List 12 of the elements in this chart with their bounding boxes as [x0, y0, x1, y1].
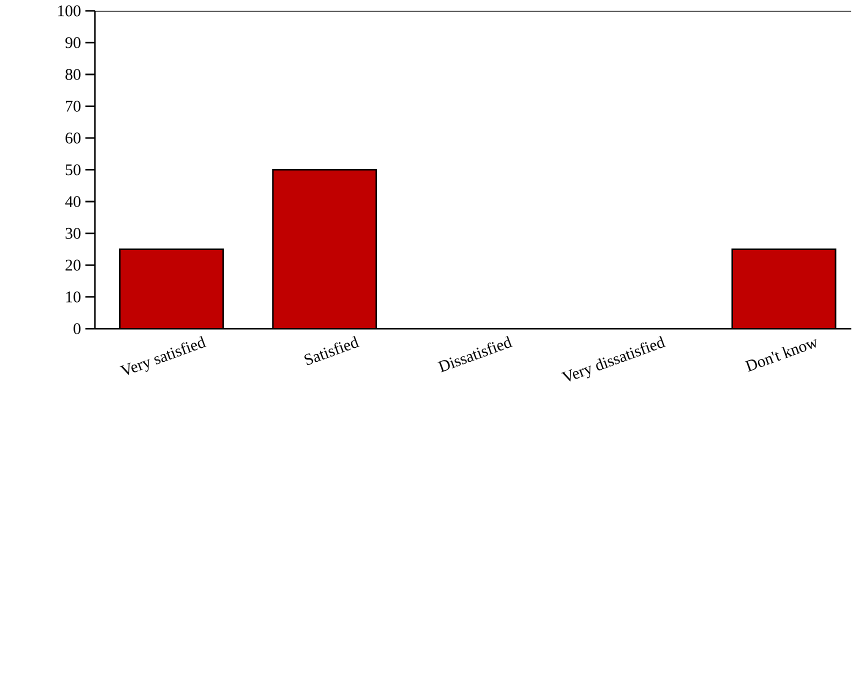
- y-tick-label: 80: [66, 69, 80, 80]
- y-tick-label: 70: [66, 100, 80, 112]
- y-tick-label: 10: [66, 292, 80, 303]
- y-tick-label: 50: [66, 164, 80, 176]
- x-tick-label: Don't know: [744, 339, 816, 372]
- y-tick-label: 30: [66, 228, 80, 239]
- y-tick-label: 90: [65, 37, 80, 48]
- y-tick-label: 0: [74, 323, 80, 334]
- y-tick-label: 60: [66, 132, 80, 144]
- y-tick-label: 40: [65, 196, 80, 208]
- y-tick-label: 20: [66, 260, 80, 271]
- y-tick-label: 100: [58, 6, 80, 17]
